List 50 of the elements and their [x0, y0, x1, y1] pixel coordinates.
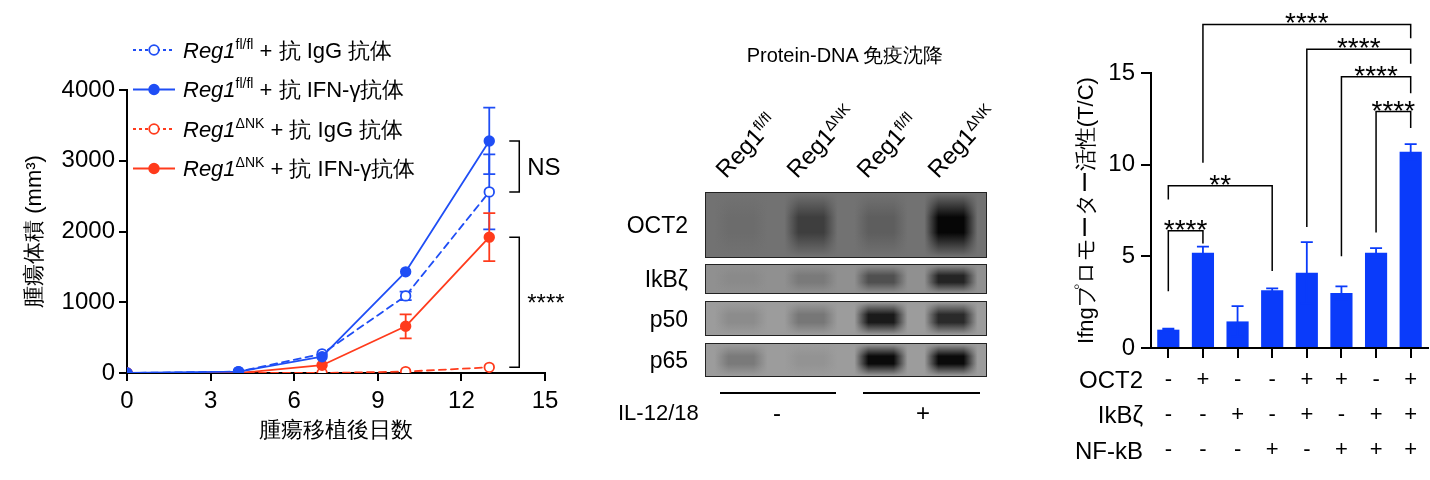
annotation: **** — [1163, 213, 1208, 245]
x-tick-label: + - - — [1196, 365, 1210, 462]
text: p65 — [649, 346, 688, 373]
point — [483, 231, 495, 243]
bar — [1157, 329, 1180, 347]
x-tick-label: + + - — [1300, 365, 1314, 462]
annotation: ** — [1209, 168, 1232, 200]
text: + — [915, 399, 931, 426]
y-tick-label: 1000 — [61, 286, 115, 314]
annotation: **** — [1371, 94, 1416, 126]
y-tick-label: 10 — [1108, 149, 1135, 177]
x-tick-label: - - - — [1164, 365, 1172, 462]
text: p50 — [649, 305, 688, 331]
x-tick-label: + + + — [1404, 365, 1418, 462]
text: - — [773, 399, 781, 426]
text: OCT2 — [626, 211, 688, 238]
y-tick-label: 4000 — [61, 74, 115, 102]
x-tick-label: 12 — [448, 386, 475, 414]
text: IkBζ — [1097, 401, 1144, 429]
text: OCT2 — [1078, 366, 1144, 394]
x-tick-label: 15 — [531, 386, 559, 414]
x-axis-title: 腫瘍移植後日数 — [259, 416, 413, 442]
y-tick-label: 15 — [1108, 57, 1135, 85]
text: **** — [1285, 7, 1329, 39]
y-tick-label: 5 — [1121, 240, 1135, 268]
y-axis-title: Ifngプロモーター活性(T/C) — [1073, 77, 1099, 344]
x-tick-label: 9 — [371, 386, 385, 414]
x-tick-label: + - + — [1335, 365, 1348, 462]
y-tick-label: 2000 — [61, 216, 115, 244]
y-tick-label: 0 — [1121, 332, 1135, 360]
x-tick-label: 6 — [287, 386, 301, 414]
text: IkBζ — [644, 265, 688, 292]
point — [483, 186, 495, 198]
point — [399, 266, 412, 278]
x-tick-label: - + - — [1231, 365, 1244, 462]
x-tick-label: 3 — [203, 386, 218, 414]
x-tick-label: 0 — [120, 386, 134, 414]
x-tick-label: - - + — [1265, 365, 1279, 462]
point — [483, 135, 495, 147]
y-axis-title: 腫瘍体積 (mm³) — [21, 155, 47, 308]
y-tick-label: 3000 — [61, 145, 115, 173]
point — [483, 361, 495, 373]
point — [399, 320, 412, 333]
annotation: NS — [527, 153, 561, 181]
annotation: **** — [527, 288, 565, 316]
text: Protein-DNA 免疫沈降 — [746, 44, 944, 66]
text: NF-kB — [1075, 436, 1144, 464]
x-tick-label: - + + — [1369, 365, 1383, 462]
bar — [1261, 290, 1284, 347]
text: IL-12/18 — [618, 400, 699, 425]
